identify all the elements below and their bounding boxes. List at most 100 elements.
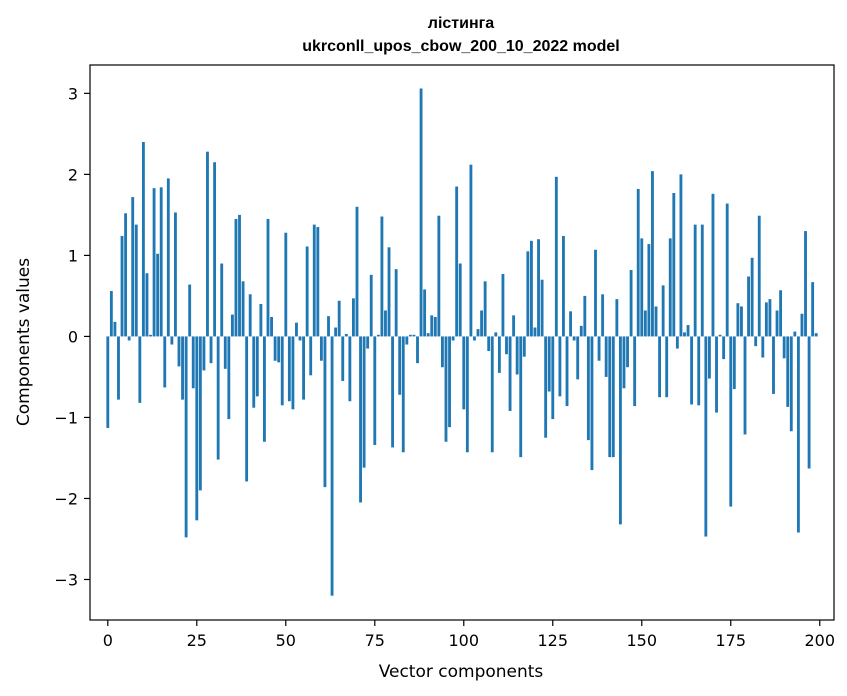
bar (537, 239, 540, 337)
bar (668, 238, 672, 337)
bar (626, 336, 629, 368)
bar (458, 263, 462, 337)
bar (494, 332, 498, 337)
bar (106, 336, 110, 428)
bar (732, 336, 736, 390)
bar (291, 336, 295, 410)
bar (811, 282, 815, 337)
bar (476, 329, 480, 337)
bar (604, 336, 608, 377)
bar (380, 216, 384, 337)
bar (444, 336, 448, 442)
bar (223, 336, 227, 369)
bar (764, 302, 768, 337)
bar (789, 336, 793, 432)
bar (376, 334, 380, 337)
bar (675, 336, 679, 349)
bar (651, 171, 654, 337)
bar (490, 336, 494, 453)
bar (398, 336, 402, 395)
bar (679, 174, 683, 337)
bar (227, 336, 231, 420)
bar (576, 336, 580, 380)
bar (455, 186, 459, 337)
bar (113, 321, 117, 337)
bar (665, 336, 669, 398)
y-tick-label: 1 (68, 246, 78, 265)
bar (394, 269, 398, 337)
bar-series (106, 88, 818, 596)
bar (693, 224, 697, 337)
bar (497, 336, 501, 373)
bar (344, 333, 348, 337)
bar (156, 253, 160, 337)
bar (337, 300, 341, 337)
bar (796, 336, 800, 533)
bar (800, 313, 804, 337)
bar (362, 336, 366, 468)
bar (206, 151, 209, 337)
bar (270, 316, 273, 337)
bar (775, 310, 779, 337)
bar (426, 333, 430, 337)
chart-subtitle: ukrconll_upos_cbow_200_10_2022 model (302, 38, 619, 55)
bar (302, 336, 306, 400)
y-tick-label: −2 (54, 489, 78, 508)
bar (348, 336, 352, 402)
bar (583, 295, 587, 337)
bar (761, 336, 765, 358)
bar (597, 336, 601, 361)
bar (287, 336, 291, 402)
bar (711, 193, 715, 337)
bar (441, 336, 444, 368)
bar (618, 336, 622, 525)
bar (551, 336, 555, 420)
bar (419, 88, 423, 337)
bar (736, 303, 740, 337)
bar (174, 212, 177, 337)
bar (640, 238, 644, 337)
bar (480, 310, 484, 337)
bar (451, 336, 455, 341)
chart-title: лістинга (428, 15, 495, 32)
bar (234, 218, 238, 337)
bar (141, 141, 145, 337)
bar (373, 336, 377, 445)
bar (661, 285, 665, 337)
bar (405, 336, 409, 345)
x-tick-label: 175 (715, 631, 746, 650)
bar (159, 187, 163, 337)
x-tick-label: 200 (804, 631, 835, 650)
bar (522, 336, 526, 357)
bar (519, 336, 523, 458)
bar (220, 263, 224, 337)
bar (181, 336, 184, 400)
bar (255, 336, 259, 397)
bar (515, 336, 519, 375)
bar (131, 197, 135, 337)
y-tick-label: 3 (68, 84, 78, 103)
bar (465, 336, 469, 453)
y-tick-label: −1 (54, 408, 78, 427)
y-axis-label: Components values (14, 258, 34, 426)
bar (793, 331, 797, 337)
bar (643, 310, 647, 337)
bar (366, 336, 370, 349)
bar (209, 336, 213, 364)
bar (202, 336, 206, 371)
bar (312, 224, 316, 337)
bar (779, 290, 783, 337)
bar (238, 214, 241, 337)
x-tick-label: 100 (449, 631, 480, 650)
x-tick-label: 125 (538, 631, 569, 650)
bar (252, 336, 256, 408)
bar (768, 299, 772, 337)
plot-frame (89, 64, 835, 621)
bar (647, 244, 651, 337)
bar (109, 291, 113, 337)
bar (384, 310, 387, 337)
bar (565, 336, 569, 407)
y-tick-label: 2 (68, 165, 78, 184)
bar (298, 336, 302, 341)
